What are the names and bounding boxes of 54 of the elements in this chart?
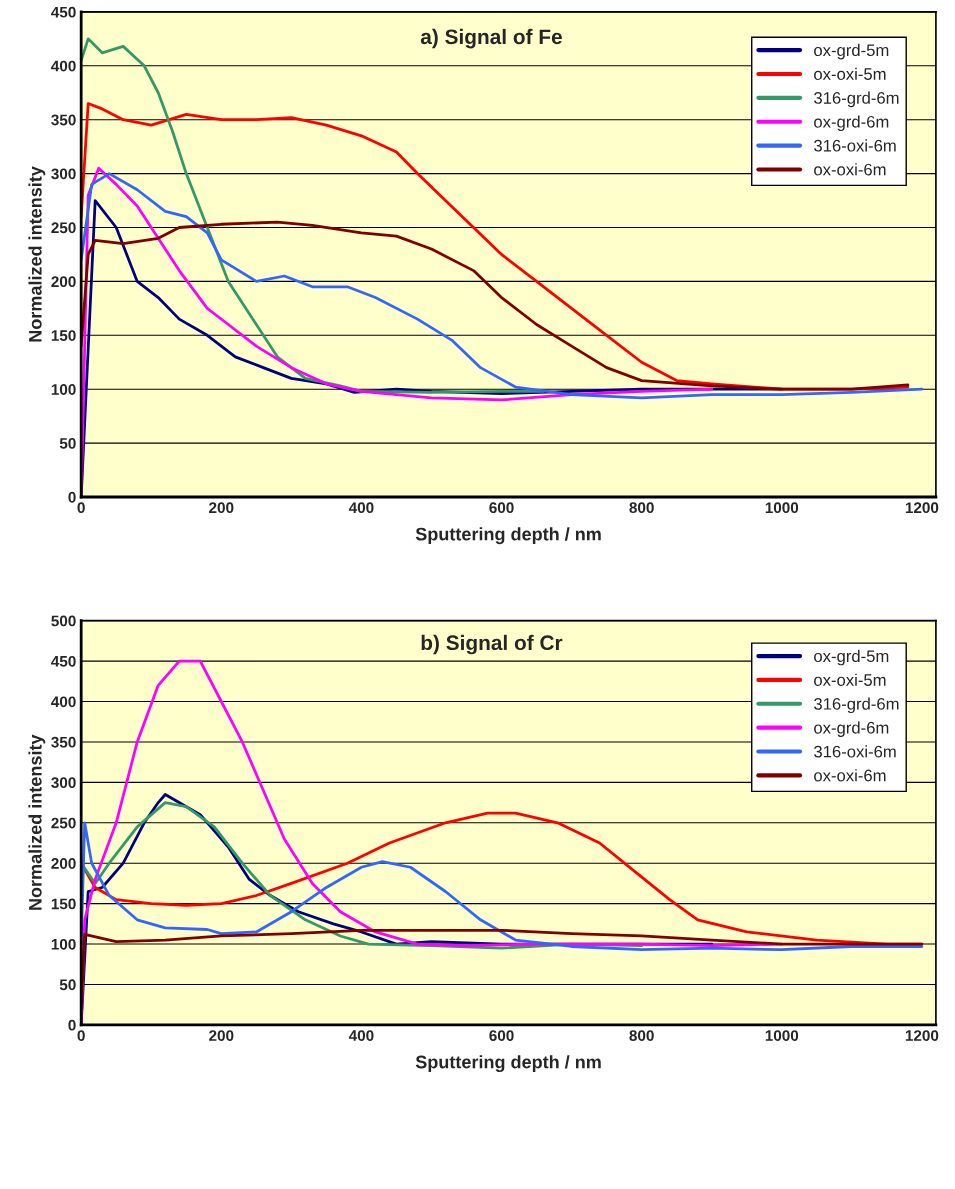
x-tick-label: 1200 [905, 1030, 939, 1041]
y-tick-label: 250 [51, 222, 76, 234]
y-tick-label: 450 [51, 655, 76, 667]
x-tick-label: 1200 [905, 502, 939, 514]
x-tick-label: 1000 [765, 502, 799, 514]
y-tick-label: 250 [51, 817, 76, 829]
y-tick-label: 50 [59, 979, 76, 991]
line-series [81, 220, 910, 391]
x-tick-label: 800 [629, 1030, 654, 1041]
x-tick-label: 200 [209, 1030, 234, 1041]
text: b) Signal of Cr [421, 634, 563, 655]
x-tick-label: 200 [209, 502, 234, 514]
y-axis-title: Normalized intensity [28, 166, 46, 342]
y-tick-label: 150 [51, 330, 76, 341]
y-axis-title: Normalized intensity [28, 734, 46, 910]
x-tick-label: 400 [348, 1030, 374, 1041]
y-tick-label: 400 [51, 696, 76, 708]
y-tick-label: 0 [68, 1019, 76, 1031]
y-tick-label: 50 [59, 437, 76, 449]
x-tick-label: 600 [489, 1030, 514, 1041]
y-tick-label: 150 [51, 898, 76, 910]
x-axis-title: Sputtering depth / nm [415, 1055, 601, 1073]
legend-label: ox-grd-5m [814, 649, 889, 666]
legend-label: ox-oxi-6m [814, 769, 886, 782]
legend-label: 316-oxi-6m [814, 139, 896, 152]
y-tick-label: 350 [51, 736, 76, 748]
y-tick-label: 300 [51, 168, 76, 180]
legend-label: ox-grd-6m [814, 721, 889, 737]
x-tick-label: 0 [77, 502, 85, 514]
y-tick-label: 400 [51, 60, 76, 72]
x-axis-title: Sputtering depth / nm [415, 527, 601, 545]
y-tick-label: 450 [51, 6, 76, 18]
x-tick-label: 1000 [765, 1030, 799, 1041]
x-tick-label: 400 [348, 502, 374, 514]
legend-label: 316-grd-6m [814, 91, 899, 108]
x-tick-label: 600 [489, 502, 514, 514]
legend-label: 316-oxi-6m [814, 745, 896, 758]
y-tick-label: 100 [51, 384, 76, 395]
y-tick-label: 200 [51, 276, 76, 288]
legend-label: 316-grd-6m [814, 697, 899, 714]
y-tick-label: 100 [51, 938, 76, 950]
y-tick-label: 0 [68, 491, 76, 503]
x-tick-label: 0 [77, 1030, 85, 1041]
y-tick-label: 350 [51, 114, 76, 126]
legend-label: ox-grd-6m [814, 115, 889, 132]
y-tick-label: 200 [51, 858, 76, 869]
y-tick-label: 300 [51, 777, 76, 789]
legend-label: ox-grd-5m [814, 43, 889, 60]
text: a) Signal of Fe [420, 28, 562, 49]
legend-label: ox-oxi-5m [814, 67, 886, 80]
legend-label: ox-oxi-5m [814, 673, 886, 686]
legend-label: ox-oxi-6m [814, 163, 886, 176]
y-tick-label: 500 [51, 615, 76, 627]
x-tick-label: 800 [629, 502, 654, 514]
